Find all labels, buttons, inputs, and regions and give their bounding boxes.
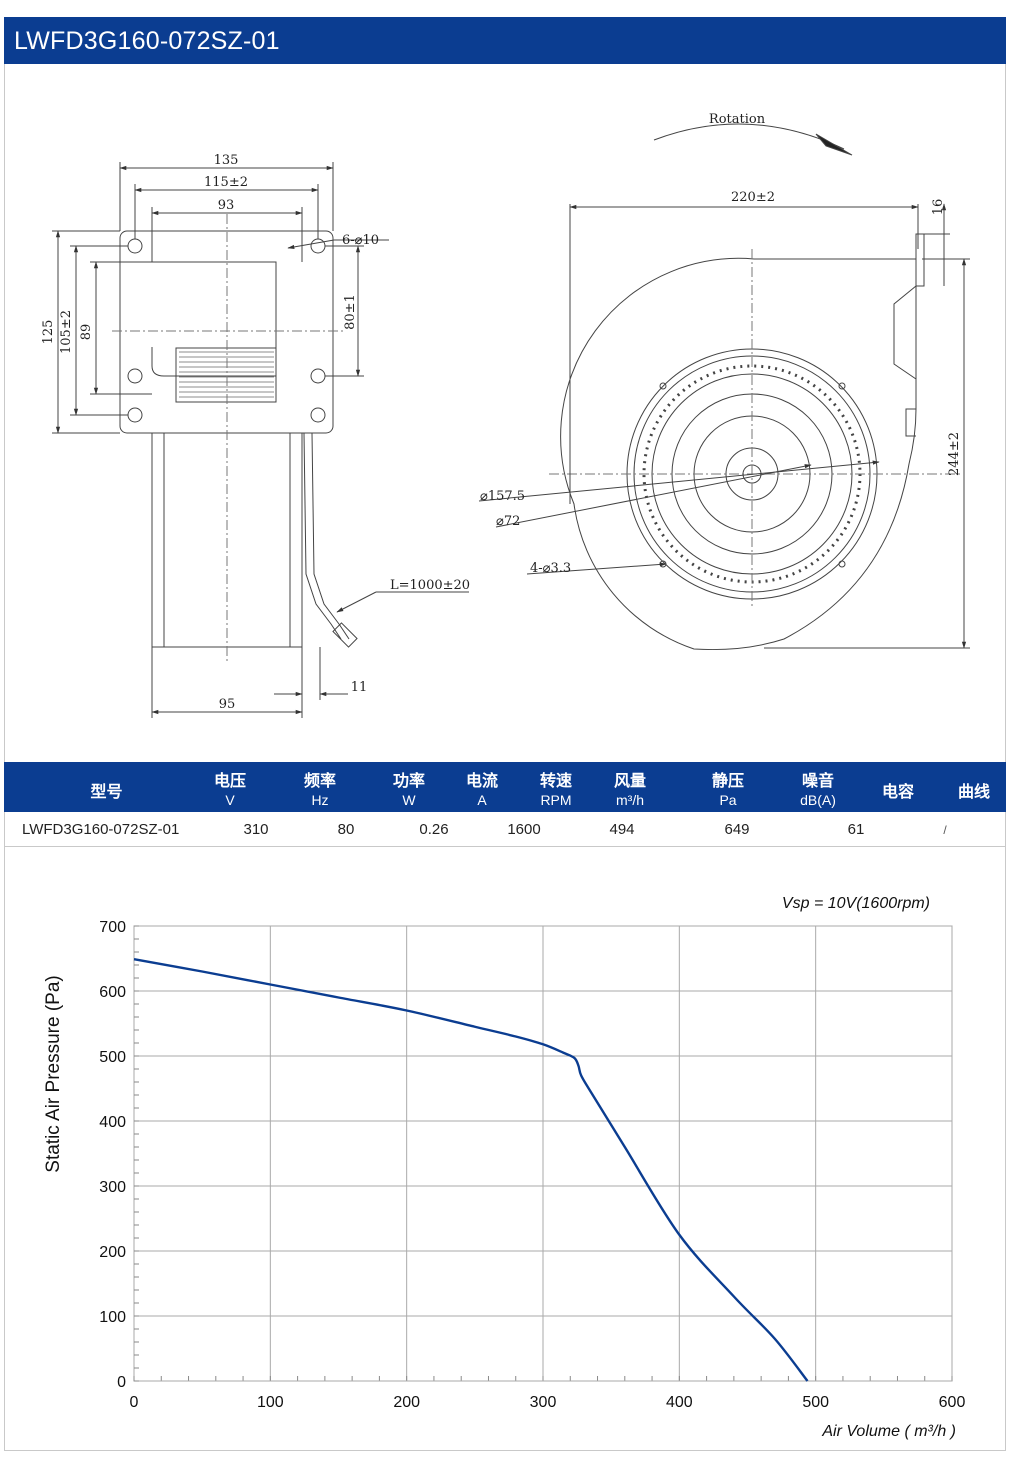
cell-power: 0.26: [419, 821, 449, 838]
x-tick-label: 300: [530, 1394, 557, 1411]
header-power: 功率 W: [392, 771, 425, 808]
dim-72: ⌀72: [496, 514, 520, 529]
header-capacitor: 电容: [881, 782, 914, 801]
hole: [310, 238, 326, 254]
x-tick-label: 400: [666, 1394, 693, 1411]
x-axis-label: Air Volume ( m³/h ): [821, 1423, 956, 1440]
cable: [311, 432, 350, 640]
dim-93: 93: [218, 198, 235, 213]
y-tick-label: 500: [99, 1049, 126, 1066]
dim-80: 80±1: [343, 294, 358, 330]
header-voltage: 电压 V: [213, 771, 246, 808]
y-tick-label: 400: [99, 1114, 126, 1131]
dim-11: 11: [351, 680, 368, 695]
rotation-label: Rotation: [709, 112, 766, 127]
header-current: 电流 A: [465, 771, 498, 808]
dim-220: 220±2: [731, 190, 775, 205]
hole: [127, 238, 143, 254]
dim-16: 16: [931, 199, 946, 216]
header-curve: 曲线: [957, 782, 990, 801]
cell-noise: 61: [847, 821, 865, 838]
dim-holes: 6-⌀10: [342, 233, 379, 248]
front-view-labels: Rotation 220±2 16 244±2 ⌀157.5 ⌀72 4-⌀3.…: [480, 112, 962, 576]
front-view: [478, 123, 970, 651]
performance-chart: 0 100 200 300 400 500 600 0 100 200 300 400 500 600 70…: [4, 848, 1006, 1448]
chart-grid: [133, 925, 953, 1382]
x-tick-label: 0: [130, 1394, 139, 1411]
cell-voltage: 310: [243, 821, 269, 838]
dim-cable: L=1000±20: [390, 578, 470, 593]
page-title: LWFD3G160-072SZ-01: [14, 27, 280, 55]
technical-drawing: 135 115±2 93 6-⌀10 125 105±2 89 80±1 L=1…: [4, 64, 1006, 762]
content-frame: [4, 64, 1006, 1451]
spec-table-header: 型号 电压 V 频率 Hz 功率 W 电流 A 转速 RPM 风量 m³/h 静…: [4, 762, 1006, 812]
y-tick-label: 100: [99, 1309, 126, 1326]
cell-speed: 1600: [507, 821, 541, 838]
y-axis-label: Static Air Pressure (Pa): [43, 975, 64, 1172]
page: LWFD3G160-072SZ-01: [4, 0, 1006, 1474]
hole: [310, 368, 326, 384]
pressure-curve: [133, 957, 809, 1382]
header-pressure: 静压 Pa: [711, 771, 744, 808]
dim-115: 115±2: [204, 175, 248, 190]
side-view: [52, 162, 469, 718]
x-tick-label: 100: [257, 1394, 284, 1411]
outlet-flange: [915, 233, 925, 287]
title-bar: LWFD3G160-072SZ-01: [4, 17, 1006, 64]
header-frequency: 频率 Hz: [303, 771, 336, 808]
cell-pressure: 649: [724, 821, 750, 838]
chart-ticks: 0 100 200 300 400 500 600 0 100 200 300 400 500 600 70…: [99, 919, 965, 1411]
impeller-window: [175, 347, 277, 403]
rotation-arrow: [653, 123, 845, 150]
header-noise: 噪音 dB(A): [800, 771, 836, 808]
cell-airflow: 494: [609, 821, 635, 838]
dim-holes-4: 4-⌀3.3: [530, 561, 571, 576]
side-view-labels: 135 115±2 93 6-⌀10 125 105±2 89 80±1 L=1…: [41, 153, 470, 712]
dim-135: 135: [214, 153, 239, 168]
hole: [127, 368, 143, 384]
dim-105: 105±2: [59, 310, 74, 354]
spec-table-row: LWFD3G160-072SZ-01 310 80 0.26 1600 494 …: [4, 812, 1006, 847]
cell-capacitor: /: [943, 823, 947, 837]
dim-244: 244±2: [947, 432, 962, 476]
header-model: 型号: [90, 782, 123, 801]
y-tick-label: 300: [99, 1179, 126, 1196]
hole: [127, 407, 143, 423]
x-tick-label: 500: [802, 1394, 829, 1411]
scroll-housing: [560, 257, 917, 651]
x-tick-label: 200: [393, 1394, 420, 1411]
cell-frequency: 80: [337, 821, 355, 838]
dim-95: 95: [219, 697, 236, 712]
y-tick-label: 0: [117, 1374, 126, 1391]
dim-89: 89: [79, 324, 94, 341]
y-tick-label: 700: [99, 919, 126, 936]
y-tick-label: 200: [99, 1244, 126, 1261]
y-tick-label: 600: [99, 984, 126, 1001]
dim-157: ⌀157.5: [480, 489, 525, 504]
chart-annotation: Vsp = 10V(1600rpm): [782, 895, 930, 912]
header-speed: 转速 RPM: [539, 771, 572, 808]
hole: [310, 407, 326, 423]
x-tick-label: 600: [939, 1394, 966, 1411]
dim-125: 125: [41, 320, 56, 345]
cell-model: LWFD3G160-072SZ-01: [22, 821, 180, 838]
header-airflow: 风量 m³/h: [613, 771, 646, 808]
